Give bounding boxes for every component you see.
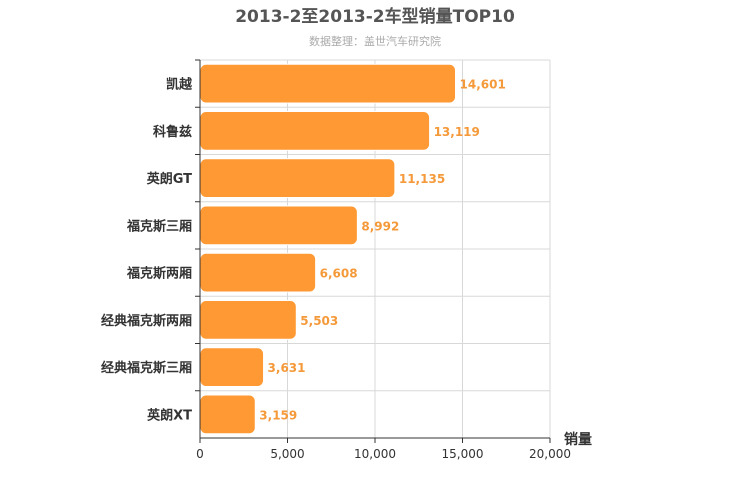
category-label: 经典福克斯三厢 bbox=[101, 360, 192, 376]
bar bbox=[199, 205, 358, 246]
bar bbox=[199, 63, 457, 104]
chart-title: 2013-2至2013-2车型销量TOP10 bbox=[235, 6, 515, 27]
x-tick-label: 15,000 bbox=[442, 447, 484, 461]
bar bbox=[199, 300, 297, 340]
x-tick-label: 0 bbox=[196, 447, 204, 461]
category-label: 英朗XT bbox=[146, 407, 192, 423]
value-label: 11,135 bbox=[399, 172, 445, 186]
value-label: 14,601 bbox=[460, 78, 506, 92]
bar bbox=[199, 394, 256, 435]
axes bbox=[195, 59, 551, 443]
value-label: 13,119 bbox=[434, 125, 480, 139]
bar bbox=[199, 252, 317, 293]
category-label: 英朗GT bbox=[146, 171, 192, 187]
x-tick-label: 20,000 bbox=[529, 447, 571, 461]
bar bbox=[199, 158, 396, 198]
chart-subtitle: 数据整理：盖世汽车研究院 bbox=[309, 34, 441, 48]
bar bbox=[199, 111, 431, 151]
value-label: 8,992 bbox=[361, 219, 399, 233]
bar bbox=[199, 347, 265, 387]
value-label: 6,608 bbox=[320, 267, 358, 281]
x-axis-label: 销量 bbox=[564, 431, 592, 448]
x-tick-label: 10,000 bbox=[354, 447, 396, 461]
category-label: 福克斯三厢 bbox=[126, 218, 192, 234]
value-label: 3,159 bbox=[259, 408, 297, 422]
x-tick-label: 5,000 bbox=[270, 447, 304, 461]
category-label: 经典福克斯两厢 bbox=[101, 313, 192, 329]
category-label: 福克斯两厢 bbox=[126, 266, 192, 282]
labels: 0 5,000 10,000 15,000 20,000 凯越 14,601 科鲁兹 13,11… bbox=[101, 77, 571, 461]
value-label: 5,503 bbox=[300, 314, 338, 328]
value-label: 3,631 bbox=[268, 361, 306, 375]
category-label: 科鲁兹 bbox=[153, 124, 192, 140]
category-label: 凯越 bbox=[166, 77, 193, 93]
